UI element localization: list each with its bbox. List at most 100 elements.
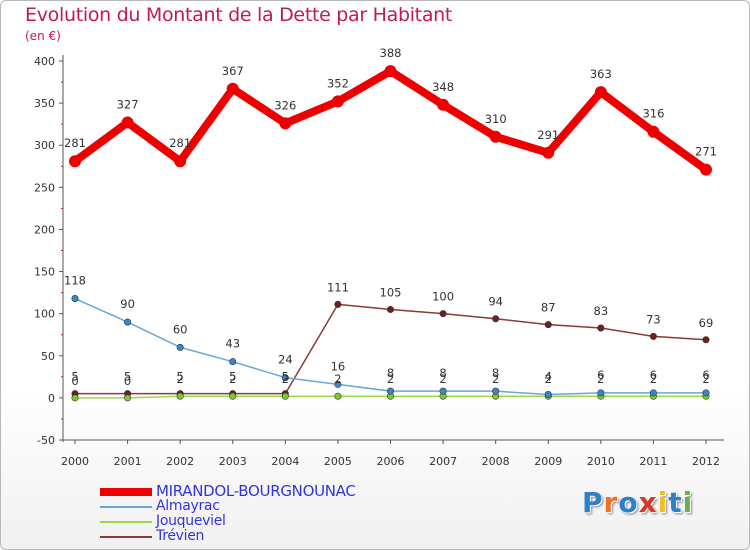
legend-label: Trévien <box>156 528 205 544</box>
series-point <box>384 65 397 78</box>
data-label: 5 <box>282 370 289 384</box>
data-label: 2 <box>492 372 499 386</box>
legend-label: MIRANDOL-BOURGNOUNAC <box>156 482 356 500</box>
y-tick-label: 350 <box>34 97 55 110</box>
proxiti-logo: Proxiti <box>582 486 693 519</box>
y-tick-label: 150 <box>34 266 55 279</box>
series-point <box>594 86 607 99</box>
legend-label: Almayrac <box>156 498 220 514</box>
data-label: 0 <box>124 374 131 388</box>
data-label: 326 <box>274 98 296 112</box>
series-point <box>492 315 500 323</box>
data-label: 367 <box>222 64 244 78</box>
series-point <box>542 146 555 159</box>
data-label: 87 <box>541 301 556 315</box>
data-label: 5 <box>71 370 78 384</box>
series-point <box>439 310 447 318</box>
logo-letter: r <box>603 486 619 519</box>
data-label: 69 <box>699 316 714 330</box>
series-point <box>229 358 237 366</box>
data-label: 2 <box>229 372 236 386</box>
x-tick-label: 2002 <box>166 455 194 468</box>
y-tick-label: 50 <box>41 350 55 363</box>
series-point <box>279 117 292 130</box>
data-label: 2 <box>334 372 341 386</box>
data-label: 2 <box>177 372 184 386</box>
legend-swatch <box>100 488 152 496</box>
series-point <box>386 387 394 395</box>
series-layer <box>69 65 712 402</box>
series-point <box>386 305 394 313</box>
series-point <box>71 394 79 402</box>
y-tick-label: 400 <box>34 55 55 68</box>
series-point <box>439 387 447 395</box>
data-label: 5 <box>124 370 131 384</box>
data-label: 352 <box>327 76 349 90</box>
data-label: 90 <box>120 297 135 311</box>
x-tick-label: 2003 <box>219 455 247 468</box>
data-label: 105 <box>380 285 402 299</box>
data-label: 2 <box>439 372 446 386</box>
data-label: 43 <box>225 337 240 351</box>
x-tick-label: 2011 <box>639 455 667 468</box>
data-label: 363 <box>590 67 612 81</box>
series-point <box>121 116 134 129</box>
series-point <box>71 295 79 303</box>
data-labels: 281 327 281 367 326 352 388 348 310 291 363 316 271 1… <box>64 46 717 388</box>
data-label: 6 <box>597 368 604 382</box>
series-point <box>281 374 289 382</box>
data-label: 388 <box>380 46 402 60</box>
series-point <box>597 324 605 332</box>
chart-subtitle: (en €) <box>25 29 61 43</box>
data-label: 73 <box>646 312 661 326</box>
y-tick-label: 300 <box>34 139 55 152</box>
series-point <box>437 98 450 111</box>
data-label: 8 <box>387 366 394 380</box>
data-label: 60 <box>173 322 188 336</box>
series-point <box>331 95 344 108</box>
series-point <box>281 392 289 400</box>
series-point <box>334 300 342 308</box>
logo-letter: x <box>638 486 658 519</box>
data-label: 94 <box>488 295 503 309</box>
x-tick-label: 2009 <box>534 455 562 468</box>
x-tick-label: 2008 <box>482 455 510 468</box>
data-label: 271 <box>695 145 717 159</box>
data-label: 16 <box>331 359 346 373</box>
series-point <box>176 392 184 400</box>
series-point <box>334 380 342 388</box>
logo-letter: i <box>657 486 669 519</box>
data-label: 2 <box>597 372 604 386</box>
y-tick-label: 0 <box>48 392 55 405</box>
data-label: 2 <box>387 372 394 386</box>
logo-letter: t <box>668 486 683 519</box>
x-tick-label: 2005 <box>324 455 352 468</box>
series-point <box>492 387 500 395</box>
series-point <box>649 332 657 340</box>
data-label: 2 <box>650 372 657 386</box>
x-tick-label: 2006 <box>377 455 405 468</box>
data-label: 6 <box>650 368 657 382</box>
data-label: 0 <box>71 374 78 388</box>
legend-label: Jouqueviel <box>156 513 226 529</box>
data-label: 6 <box>702 368 709 382</box>
data-label: 8 <box>492 366 499 380</box>
y-tick-label: 250 <box>34 181 55 194</box>
x-tick-label: 2000 <box>61 455 89 468</box>
series-point <box>544 321 552 329</box>
series-point <box>174 155 187 168</box>
data-label: 83 <box>594 304 609 318</box>
x-tick-label: 2004 <box>271 455 299 468</box>
y-tick-label: 100 <box>34 308 55 321</box>
chart-title: Evolution du Montant de la Dette par Hab… <box>25 4 453 26</box>
series-point <box>647 125 660 138</box>
x-tick-label: 2012 <box>692 455 720 468</box>
series-point <box>69 155 81 168</box>
data-label: 2 <box>702 372 709 386</box>
logo-letter: P <box>582 486 604 519</box>
data-label: 281 <box>169 136 191 150</box>
series-point <box>544 391 552 399</box>
